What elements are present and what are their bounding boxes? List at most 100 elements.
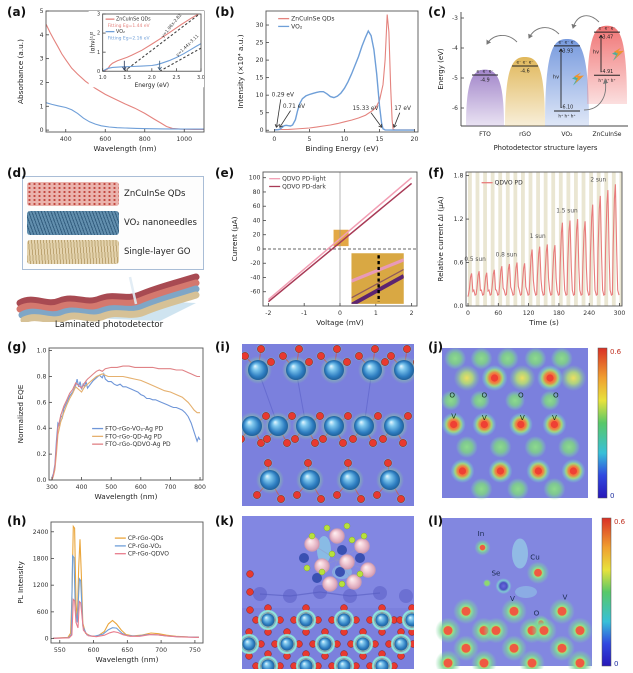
svg-text:600: 600 <box>135 484 147 491</box>
o-atom <box>379 435 387 443</box>
svg-text:-60: -60 <box>250 289 260 296</box>
o-atom <box>263 435 271 443</box>
svg-text:-40: -40 <box>250 274 260 281</box>
svg-text:FTO-rGo-QDVO-Ag PD: FTO-rGo-QDVO-Ag PD <box>105 441 171 448</box>
svg-text:-6.10: -6.10 <box>561 105 573 111</box>
svg-text:-4.9: -4.9 <box>480 78 489 84</box>
svg-text:Intensity (×10⁴ a.u.): Intensity (×10⁴ a.u.) <box>236 34 245 108</box>
o-atom <box>317 495 325 503</box>
v-atom <box>268 416 288 436</box>
svg-text:QDVO PD-dark: QDVO PD-dark <box>282 183 326 190</box>
svg-text:60: 60 <box>253 203 261 210</box>
panel-a-label: (a) <box>7 5 27 19</box>
svg-text:400: 400 <box>76 484 88 491</box>
transfer-arrow-rgo-to-fto <box>486 35 518 45</box>
svg-text:-4: -4 <box>452 45 458 52</box>
se-atom <box>346 574 362 590</box>
ribbon-dark-red <box>16 273 200 307</box>
svg-text:Wavelength (nm): Wavelength (nm) <box>94 492 157 501</box>
se-atom <box>354 538 370 554</box>
laminated-caption: Laminated photodetector <box>54 320 164 330</box>
panel-b: (b) 0 5 10 15 20 0 5 10 15 20 25 30 Binding Energy (… <box>214 2 426 160</box>
density-blob <box>543 478 566 500</box>
v-atom <box>260 470 280 490</box>
svg-text:FTO-rGo-VO₂-Ag PD: FTO-rGo-VO₂-Ag PD <box>105 426 163 433</box>
o-atom <box>344 459 352 467</box>
svg-text:1.8: 1.8 <box>454 173 464 180</box>
svg-text:1200: 1200 <box>33 582 49 589</box>
svg-text:e⁻ e⁻ e⁻: e⁻ e⁻ e⁻ <box>516 60 533 65</box>
energy-diagram-svg: -3 -4 -5 -6 Energy (eV) e⁻ e⁻ e⁻ -4.9 e⁻ e⁻ e⁻ -… <box>437 12 628 152</box>
pl-spectrum-chart: 550 600 650 700 750 0 600 1200 1800 2400 Wavelengt… <box>16 516 210 669</box>
svg-text:h⁺ h⁺ h⁺: h⁺ h⁺ h⁺ <box>598 78 615 83</box>
density-blob <box>455 436 478 458</box>
svg-text:Fitting Eg=1.44 eV: Fitting Eg=1.44 eV <box>108 23 151 29</box>
svg-text:80: 80 <box>253 189 261 196</box>
cu-in-atom <box>338 580 346 588</box>
density-blob <box>540 390 561 411</box>
qds-layer-texture <box>27 181 119 206</box>
cu-in-atom <box>343 522 351 530</box>
svg-text:In: In <box>478 529 485 538</box>
o-atom <box>384 459 392 467</box>
band-FTO <box>466 69 504 126</box>
svg-text:2.0: 2.0 <box>148 75 156 81</box>
svg-text:700: 700 <box>155 647 167 654</box>
svg-text:Binding Energy (eV): Binding Energy (eV) <box>306 144 379 153</box>
v-atom <box>242 416 262 436</box>
svg-text:25: 25 <box>256 40 264 47</box>
svg-text:550: 550 <box>54 647 66 654</box>
svg-text:Se: Se <box>492 569 502 578</box>
se-atom <box>360 562 376 578</box>
map-k-svg <box>242 516 414 669</box>
svg-text:O: O <box>449 391 455 400</box>
o-atom <box>257 345 265 353</box>
svg-text:10: 10 <box>256 92 264 99</box>
svg-text:Relative current ΔI (μA): Relative current ΔI (μA) <box>436 196 445 281</box>
density-blob <box>524 347 547 370</box>
svg-text:O: O <box>482 391 488 400</box>
transfer-arrow-vo2-to-rgo <box>528 27 560 39</box>
cu-in-atom <box>356 570 364 578</box>
series-FTO-rGo-VO2-Ag-PD <box>51 372 201 478</box>
v-atom <box>362 360 382 380</box>
map-l-svg: In Se Cu V O V 0.6 0 <box>435 517 626 669</box>
cu-in-atom <box>328 550 336 558</box>
svg-text:h⁺ h⁺ h⁺: h⁺ h⁺ h⁺ <box>558 114 575 119</box>
svg-text:ZnCuInSe QDs: ZnCuInSe QDs <box>116 17 151 23</box>
svg-text:hv: hv <box>593 50 599 56</box>
svg-text:4: 4 <box>40 32 44 39</box>
o-atom <box>311 439 319 447</box>
svg-text:e⁻ e⁻ e⁻: e⁻ e⁻ e⁻ <box>476 69 493 74</box>
svg-text:30: 30 <box>256 22 264 29</box>
o-atom <box>413 359 414 365</box>
svg-text:1 sun: 1 sun <box>530 234 546 240</box>
o-atom <box>399 439 407 447</box>
svg-text:1: 1 <box>374 310 378 317</box>
density-blob <box>558 436 581 458</box>
svg-text:20: 20 <box>253 232 261 239</box>
svg-text:e⁻ e⁻ e⁻: e⁻ e⁻ e⁻ <box>598 26 615 31</box>
density-blob <box>470 347 493 370</box>
svg-text:Normalized EQE: Normalized EQE <box>16 384 25 443</box>
ribbon-blue <box>18 285 200 319</box>
panel-c-label: (c) <box>428 5 447 19</box>
o-atom <box>304 459 312 467</box>
svg-text:Cu: Cu <box>530 552 540 561</box>
map-i-svg <box>242 344 414 506</box>
metal-atom <box>312 573 322 583</box>
svg-text:O: O <box>553 391 559 400</box>
svg-text:0: 0 <box>97 69 100 75</box>
svg-text:rGO: rGO <box>519 131 531 138</box>
absorbance-chart: 400 600 800 1000 0 1 2 3 4 5 Wavelength (nm) Absorb… <box>16 6 210 158</box>
o-atom <box>369 439 377 447</box>
svg-text:V: V <box>520 413 525 422</box>
chart-f-svg: 0 60 120 180 240 300 0.0 0.6 1.2 1.8 Time (s) Relat… <box>436 171 625 327</box>
svg-text:FTO: FTO <box>479 131 491 138</box>
svg-text:0.5 sun: 0.5 sun <box>464 257 486 263</box>
series-FTO-rGo-QD-Ag-PD <box>51 373 200 480</box>
o-atom <box>277 495 285 503</box>
density-blob <box>509 365 536 391</box>
svg-text:1.0: 1.0 <box>37 348 47 355</box>
panel-k: (k) <box>214 512 426 671</box>
